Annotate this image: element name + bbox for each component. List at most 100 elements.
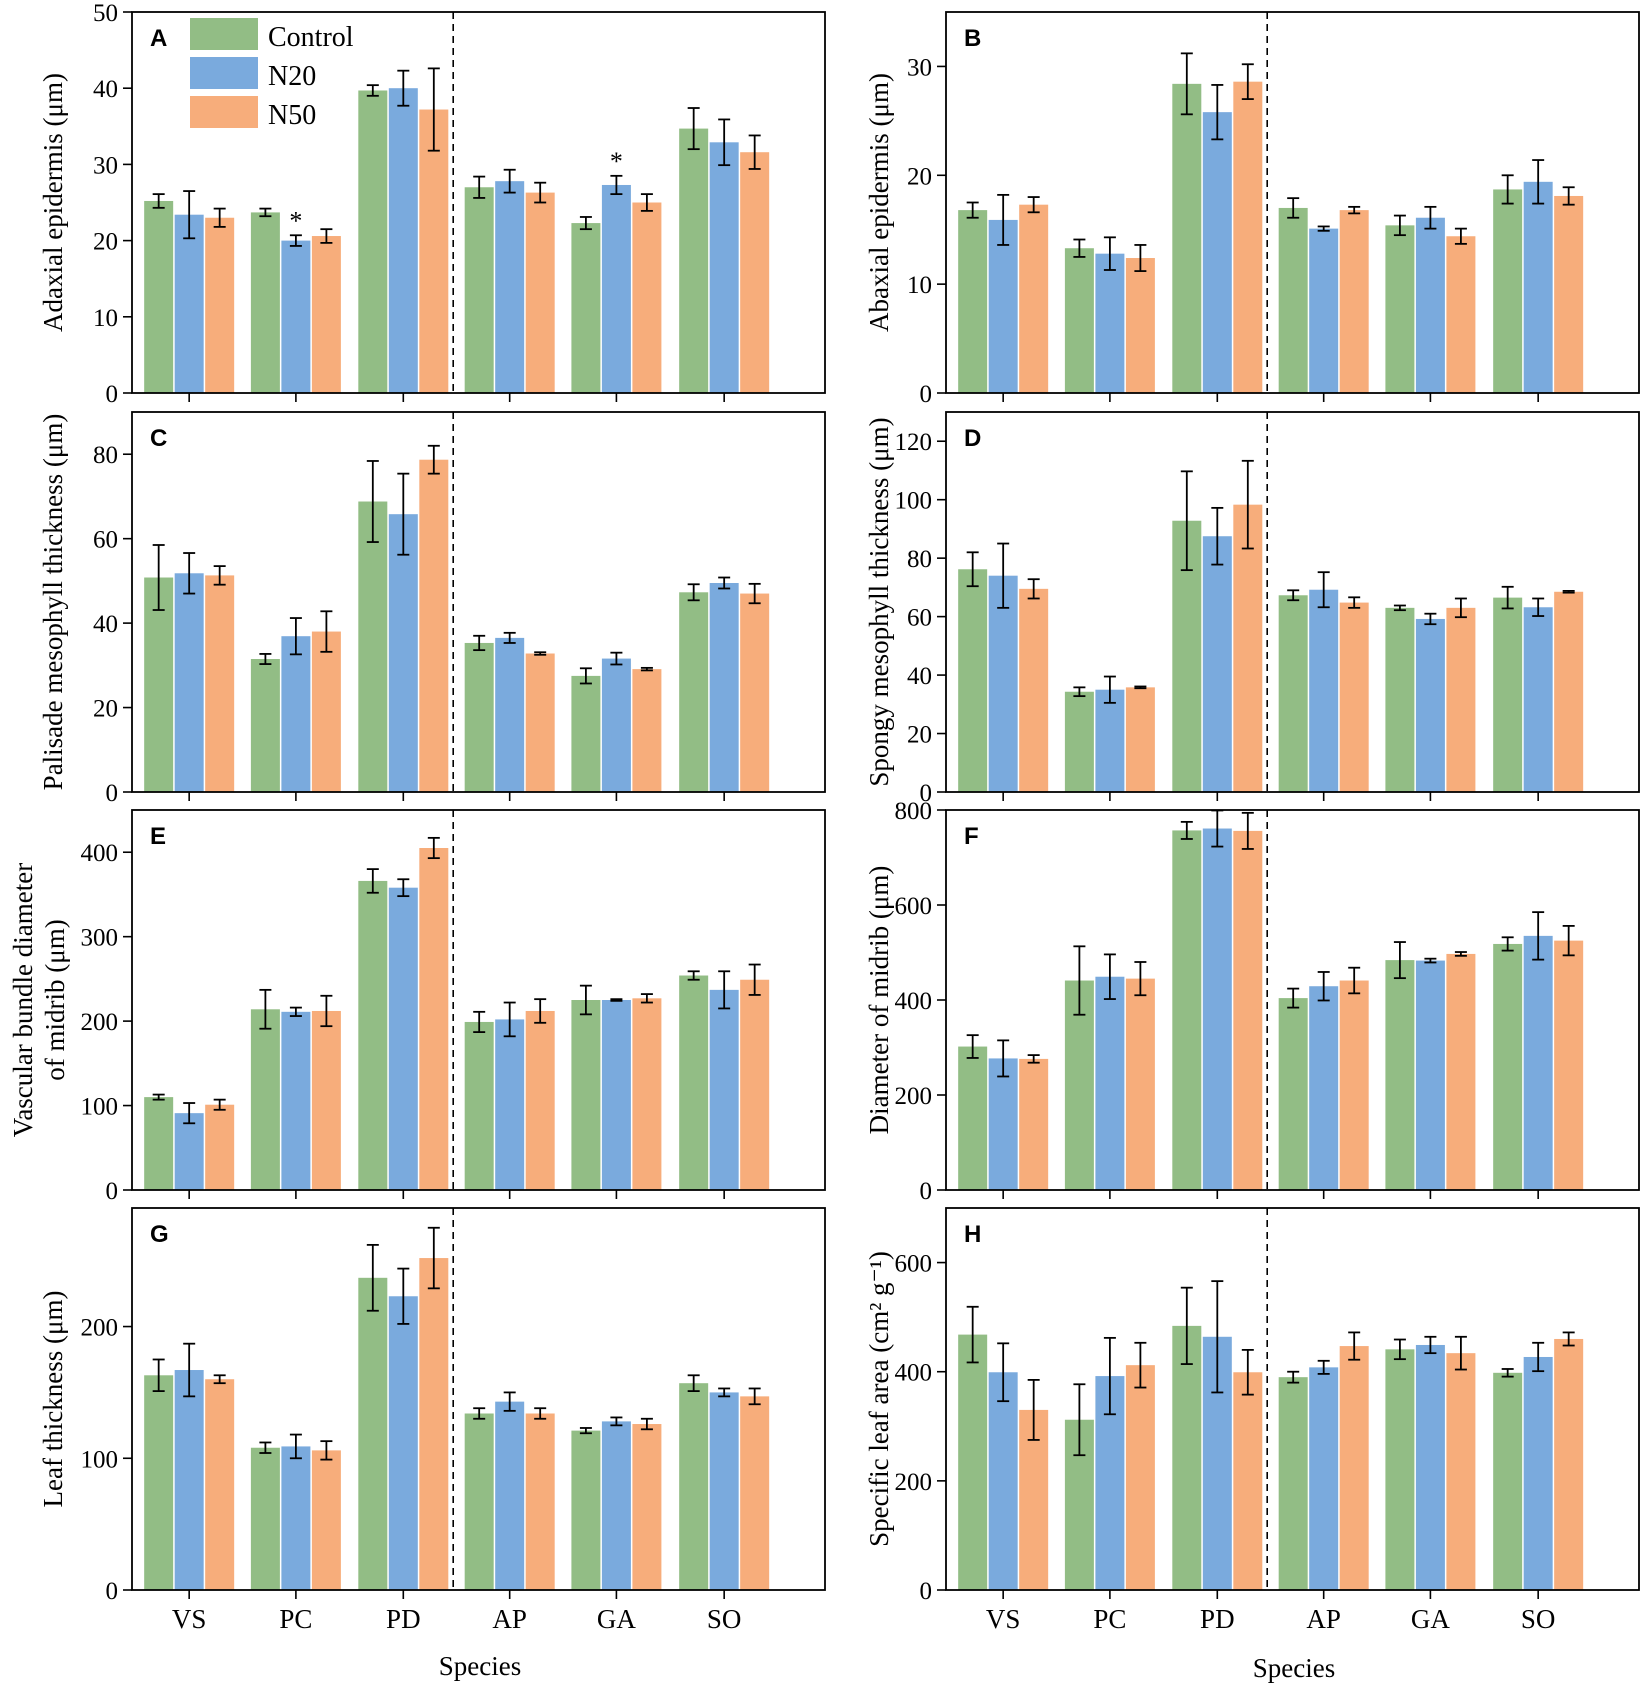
bar-n20-vs: [174, 1113, 204, 1190]
bar-n20-ga: [601, 1000, 631, 1190]
error-bar-n50-pd: [427, 444, 440, 475]
bar-n20-vs: [988, 575, 1018, 792]
bar-n20-pc: [281, 1011, 311, 1190]
y-tick-label: 30: [907, 54, 932, 81]
error-bar-n20-vs: [183, 190, 196, 240]
error-bar-control-pc: [259, 653, 272, 665]
bar-n50-vs: [1019, 588, 1049, 792]
y-tick-label: 40: [907, 663, 932, 690]
y-axis-title: Diameter of midrib (μm): [864, 866, 894, 1135]
bar-n50-so: [740, 1396, 770, 1590]
error-bar-n20-vs: [997, 193, 1010, 246]
legend-label-control: Control: [268, 22, 354, 53]
bar-n20-pc: [281, 636, 311, 792]
error-bar-control-pc: [1073, 1383, 1086, 1457]
bar-n50-ap: [1339, 602, 1369, 792]
bar-n20-vs: [988, 1372, 1018, 1590]
error-bar-control-so: [1501, 936, 1514, 952]
category-label-ga: GA: [1411, 1604, 1450, 1634]
error-bar-n50-so: [1562, 1331, 1575, 1347]
plot-frame: [945, 809, 1640, 1191]
bar-n20-so: [1523, 1356, 1553, 1590]
category-label-pc: PC: [279, 1604, 312, 1634]
panel-f: 0 200 400 600 800 F Diameter of midrib (μm): [864, 798, 1640, 1205]
y-axis-title: Adaxial epidermis (μm): [38, 73, 68, 332]
category-label-pd: PD: [386, 1604, 421, 1634]
bar-n20-ga: [1415, 618, 1445, 792]
y-tick-label: 40: [93, 611, 118, 638]
bar-n50-ga: [1446, 953, 1476, 1190]
bar-n20-so: [1523, 607, 1553, 792]
bar-n50-so: [1554, 195, 1584, 393]
bar-n20-vs: [988, 1058, 1018, 1190]
bar-n50-pc: [311, 1010, 341, 1190]
bar-n20-ga: [601, 184, 631, 393]
error-bar-n20-so: [1532, 1341, 1545, 1373]
error-bar-control-vs: [152, 544, 165, 611]
panel-letter: F: [964, 823, 979, 850]
plot-frame: [131, 1207, 826, 1591]
bar-n20-ap: [495, 1401, 525, 1590]
plot-frame: [945, 1207, 1640, 1591]
error-bar-n50-pc: [320, 228, 333, 244]
error-bar-n50-pc: [1134, 244, 1147, 272]
bar-control-ap: [1278, 595, 1308, 792]
bar-n20-ga: [601, 658, 631, 792]
error-bar-control-so: [687, 1374, 700, 1392]
error-bar-n50-ga: [1454, 951, 1467, 957]
error-bar-control-vs: [966, 1305, 979, 1364]
panel-letter: A: [150, 25, 167, 52]
error-bar-n50-pc: [320, 994, 333, 1028]
error-bar-control-ga: [1393, 1338, 1406, 1361]
error-bar-control-ga: [579, 1427, 592, 1435]
y-tick-label: 300: [81, 925, 119, 952]
error-bar-control-ap: [1287, 1370, 1300, 1384]
y-axis-title: Spongy mesophyll thickness (μm): [864, 417, 894, 786]
bar-control-ap: [1278, 207, 1308, 393]
bar-control-ga: [1385, 1349, 1415, 1590]
bar-n50-pd: [1233, 830, 1263, 1190]
bar-control-vs: [958, 1046, 988, 1190]
error-bar-n50-ap: [1348, 596, 1361, 609]
error-bar-control-vs: [966, 1034, 979, 1059]
bar-n50-pc: [1125, 978, 1155, 1190]
panel-e: 0 100 200 300 400 E Vascular bundle diameter of…: [8, 809, 826, 1205]
error-bar-n20-so: [1532, 911, 1545, 961]
error-bar-n50-ga: [1454, 597, 1467, 619]
bar-n50-ga: [632, 1424, 662, 1590]
bar-n50-ga: [1446, 607, 1476, 792]
bar-control-so: [679, 592, 709, 792]
bar-n50-pd: [419, 848, 449, 1190]
bar-n50-pd: [1233, 1372, 1263, 1590]
bar-n20-ga: [1415, 960, 1445, 1190]
error-bar-control-pc: [1073, 686, 1086, 698]
error-bar-n20-pd: [397, 878, 410, 898]
error-bar-n20-pc: [1103, 675, 1116, 704]
y-tick-label: 0: [106, 1178, 119, 1205]
error-bar-n20-so: [1532, 159, 1545, 205]
bar-n50-ap: [525, 653, 555, 792]
y-tick-label: 20: [93, 229, 118, 256]
category-label-vs: VS: [172, 1604, 207, 1634]
y-tick-label: 20: [93, 696, 118, 723]
panel-letter: G: [150, 1221, 169, 1248]
bar-n20-vs: [174, 214, 204, 393]
error-bar-n50-ga: [640, 666, 653, 672]
bar-n20-so: [709, 142, 739, 393]
plot-frame: [945, 11, 1640, 394]
bar-n20-so: [709, 583, 739, 792]
error-bar-n20-ga: [610, 174, 623, 196]
bar-control-pc: [250, 1447, 280, 1590]
bar-n20-pc: [281, 1446, 311, 1590]
panels: 0 10 20 30 40 50 * * A Adaxial epidermis (μm) 0 10 2…: [8, 0, 1640, 1634]
error-bar-n20-vs: [997, 542, 1010, 609]
y-tick-label: 400: [895, 988, 933, 1015]
bar-n50-vs: [205, 1379, 235, 1590]
plot-frame: [945, 411, 1640, 793]
legend-label-n50: N50: [268, 100, 316, 131]
bar-n20-pd: [1202, 828, 1232, 1190]
error-bar-control-ga: [1393, 214, 1406, 237]
bar-n50-ap: [525, 1010, 555, 1190]
bar-n50-pd: [419, 1258, 449, 1590]
